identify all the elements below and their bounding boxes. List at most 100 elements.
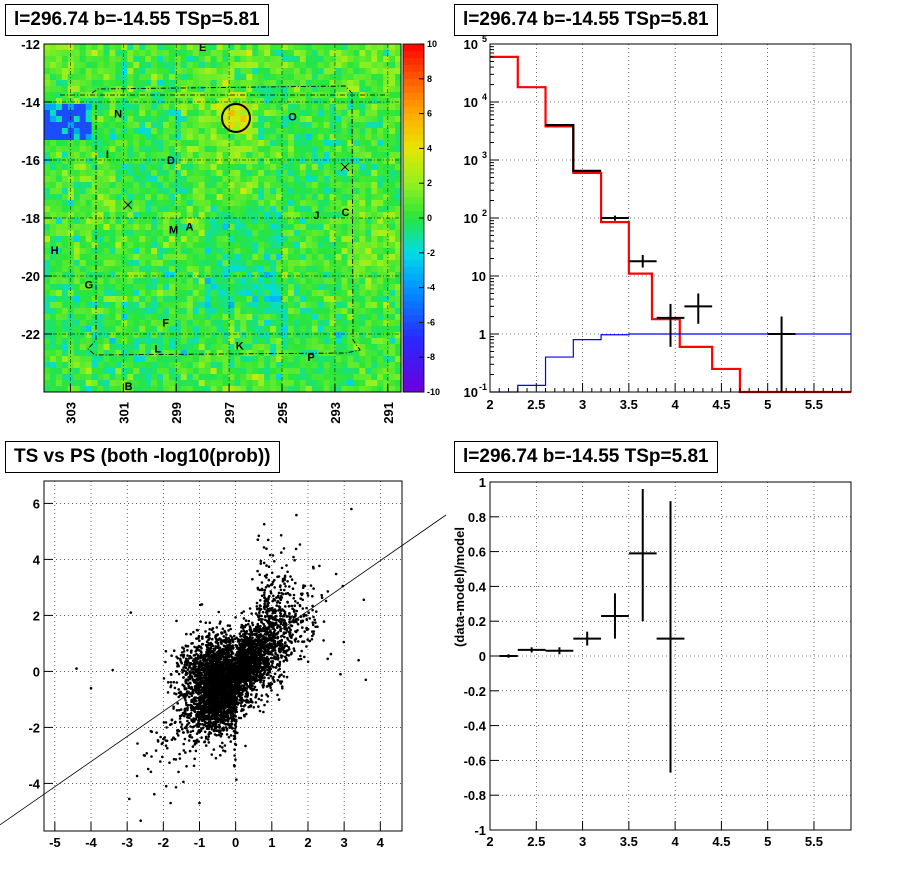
heatmap-cell [79,68,87,75]
heatmap-cell [228,278,235,285]
x-tick-label: 5.5 [805,397,823,412]
heatmap-cell [222,332,229,339]
heatmap-cell [204,80,212,87]
heatmap-cell [252,314,259,321]
heatmap-cell [103,206,110,213]
heatmap-cell [204,236,212,243]
heatmap-cell [395,350,402,357]
heatmap-cell [180,74,188,81]
heatmap-cell [50,86,57,93]
heatmap-cell [353,350,360,357]
heatmap-cell [186,296,194,303]
heatmap-cell [395,230,402,237]
heatmap-cell [353,326,360,333]
heatmap-cell [61,314,69,321]
heatmap-cell [246,362,253,369]
heatmap-cell [157,104,164,111]
heatmap-cell [353,212,360,219]
heatmap-cell [246,296,253,303]
heatmap-cell [180,272,188,279]
heatmap-cell [210,128,217,135]
heatmap-cell [258,320,265,327]
heatmap-cell [252,62,259,69]
heatmap-cell [240,386,247,393]
heatmap-cell [109,302,116,309]
heatmap-cell [353,344,360,351]
scatter-point [215,626,219,629]
heatmap-cell [97,350,104,357]
heatmap-cell [234,170,241,177]
heatmap-cell [163,164,170,171]
heatmap-cell [97,74,104,81]
heatmap-cell [121,242,128,249]
heatmap-cell [282,374,289,381]
heatmap-cell [222,194,229,201]
heatmap-cell [389,68,396,75]
heatmap-cell [282,194,289,201]
heatmap-cell [210,194,217,201]
heatmap-cell [50,146,57,153]
heatmap-cell [97,44,104,51]
heatmap-cell [50,290,57,297]
heatmap-cell [103,182,110,189]
heatmap-cell [383,188,390,195]
heatmap-cell [85,236,93,243]
heatmap-cell [168,350,176,357]
heatmap-cell [127,374,134,381]
heatmap-cell [174,116,182,123]
heatmap-cell [192,242,200,249]
heatmap-cell [341,248,348,255]
heatmap-cell [365,260,372,267]
colorbar-cell [403,322,424,330]
heatmap-cell [198,188,206,195]
heatmap-cell [151,50,158,57]
heatmap-cell [186,56,194,63]
heatmap-cell [91,62,98,69]
heatmap-cell [55,326,63,333]
heatmap-cell [180,44,188,51]
y-tick-label: 10 [464,385,478,400]
heatmap-cell [347,122,354,129]
heatmap-cell [163,386,170,393]
heatmap-cell [61,344,69,351]
heatmap-cell [335,74,342,81]
heatmap-cell [234,200,241,207]
heatmap-cell [246,368,253,375]
heatmap-cell [347,224,354,231]
heatmap-cell [282,116,289,123]
heatmap-cell [359,368,366,375]
heatmap-cell [383,44,390,51]
heatmap-cell [299,236,307,243]
heatmap-cell [389,152,396,159]
heatmap-cell [395,332,402,339]
heatmap-cell [192,212,200,219]
colorbar-cell [403,343,424,351]
heatmap-cell [67,320,75,327]
heatmap-cell [276,332,283,339]
heatmap-cell [61,350,69,357]
heatmap-cell [85,344,93,351]
heatmap-cell [323,44,331,51]
heatmap-cell [180,302,188,309]
heatmap-cell [234,140,241,147]
heatmap-cell [79,386,87,393]
heatmap-cell [371,332,378,339]
heatmap-cell [335,374,342,381]
heatmap-cell [145,86,152,93]
heatmap-cell [103,284,110,291]
heatmap-cell [252,92,259,99]
heatmap-cell [293,80,301,87]
heatmap-cell [127,146,134,153]
heatmap-cell [377,302,384,309]
scatter-point [177,695,180,699]
heatmap-cell [270,212,277,219]
heatmap-cell [168,386,176,393]
heatmap-cell [276,230,283,237]
heatmap-cell [347,356,354,363]
heatmap-cell [234,272,241,279]
heatmap-cell [228,146,235,153]
heatmap-cell [216,242,223,249]
heatmap-cell [347,308,354,315]
heatmap-cell [365,44,372,51]
heatmap-cell [145,284,152,291]
